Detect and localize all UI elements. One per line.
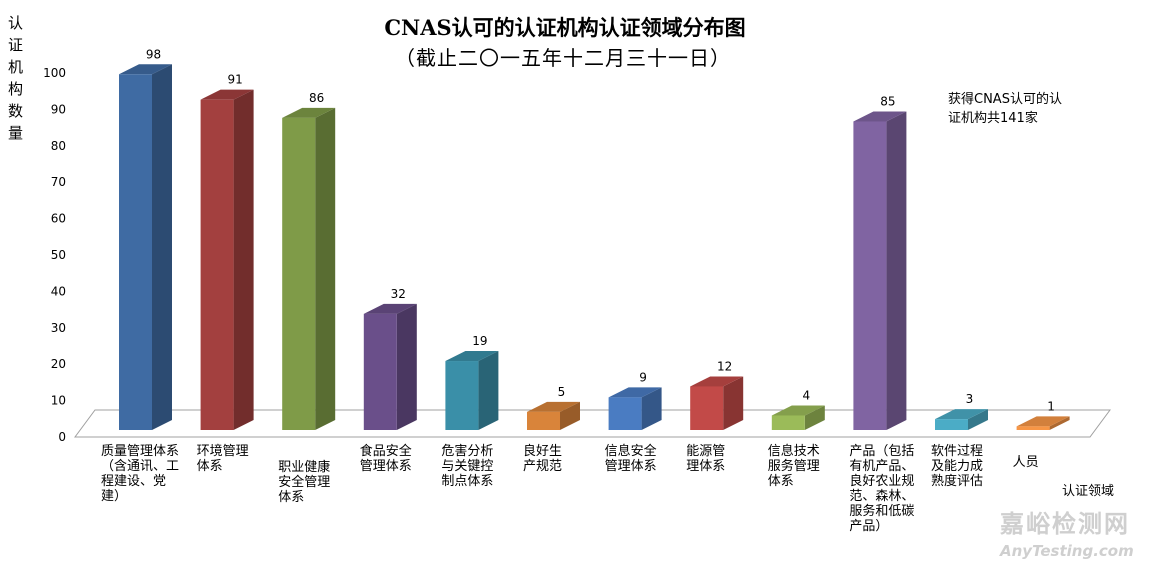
y-tick-label: 80 (51, 139, 66, 153)
bar-side (886, 111, 907, 430)
y-tick-label: 70 (51, 175, 66, 189)
x-tick-label: 职业健康安全管理体系 (278, 460, 331, 505)
bar-side (723, 376, 744, 430)
x-tick-label: 人员 (1012, 455, 1039, 470)
y-tick-label: 60 (51, 212, 66, 226)
bar-top (771, 405, 825, 416)
y-tick-label: 90 (51, 102, 66, 116)
x-tick-label: 能源管理体系 (686, 444, 726, 474)
bar (690, 386, 724, 430)
y-tick-label: 50 (51, 248, 66, 262)
data-label: 98 (146, 47, 161, 61)
bar-top (119, 64, 172, 75)
x-axis-label: 认证领域 (1062, 484, 1115, 499)
bar (853, 121, 887, 430)
x-tick-label: 产品（包括有机产品、良好农业规范、森林、服务和低碳产品） (849, 444, 915, 534)
bar (771, 415, 805, 430)
x-tick-label: 危害分析与关键控制点体系 (441, 444, 494, 489)
y-tick-label: 40 (51, 284, 66, 298)
y-tick-label: 10 (51, 394, 66, 408)
bar-side (478, 351, 499, 430)
x-tick-label: 环境管理体系 (196, 444, 249, 474)
bar (1016, 426, 1050, 430)
bar-top (282, 107, 336, 118)
data-label: 91 (227, 73, 242, 87)
bar-top (690, 376, 744, 387)
data-label: 85 (880, 94, 895, 108)
x-tick-label: 良好生产规范 (523, 444, 563, 474)
y-tick-label: 0 (58, 430, 66, 444)
bar-side (1049, 416, 1070, 430)
bar-side (560, 401, 580, 430)
data-label: 4 (802, 388, 810, 402)
x-tick-label: 软件过程及能力成熟度评估 (931, 444, 984, 489)
bar-side (233, 89, 254, 431)
bar-top (1016, 416, 1070, 427)
bar (200, 99, 234, 431)
y-tick-label: 100 (43, 66, 66, 80)
y-tick-label: 20 (51, 357, 66, 371)
data-label: 19 (472, 334, 487, 348)
chart-subtitle: （截止二〇一五年十二月三十一日） (395, 46, 731, 70)
bar (282, 117, 316, 430)
bar-side (396, 303, 417, 430)
bar-side (804, 405, 825, 430)
bar-top (200, 89, 254, 100)
x-tick-label: 信息技术服务管理体系 (767, 444, 820, 489)
data-label: 9 (639, 370, 647, 384)
data-label: 86 (309, 91, 324, 105)
y-tick-label: 30 (51, 321, 66, 335)
bar-top (853, 111, 907, 122)
bar (608, 397, 642, 430)
bar (363, 313, 397, 430)
data-label: 12 (717, 359, 732, 373)
bar-side (315, 107, 336, 430)
chart-title: CNAS认可的认证机构认证领域分布图 (384, 15, 746, 40)
x-tick-label: 信息安全管理体系 (604, 444, 657, 474)
data-label: 1 (1047, 399, 1055, 413)
x-tick-label: 质量管理体系（含通讯、工程建设、党建） (101, 444, 180, 504)
bar-side (968, 409, 988, 430)
bar-top (935, 409, 988, 420)
data-label: 32 (391, 287, 406, 301)
bar-top (445, 351, 499, 362)
data-label: 5 (558, 385, 566, 399)
bar-top (527, 401, 580, 412)
watermark-en: AnyTesting.com (1000, 542, 1134, 560)
bar (527, 411, 560, 430)
watermark-cn: 嘉峪检测网 (1000, 510, 1130, 538)
annotation: 获得CNAS认可的认证机构共141家 (948, 92, 1062, 126)
data-label: 3 (966, 392, 974, 406)
bar-side (152, 64, 172, 430)
bar-side (641, 387, 662, 430)
bar (445, 361, 479, 430)
bar (119, 74, 152, 430)
bar-top (608, 387, 662, 398)
x-tick-label: 食品安全管理体系 (359, 444, 412, 474)
bar-top (363, 303, 417, 314)
bar (935, 419, 968, 430)
y-axis-label: 认证机构数量 (8, 14, 24, 142)
